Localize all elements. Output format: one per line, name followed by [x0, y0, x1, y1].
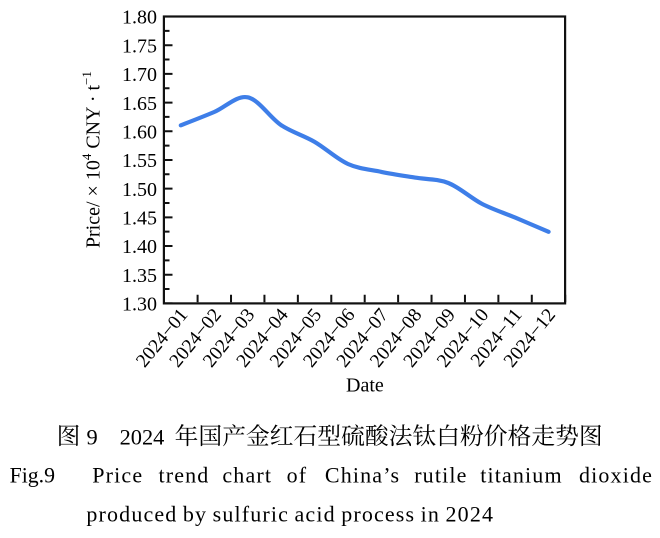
svg-text:1.70: 1.70 — [122, 64, 157, 86]
svg-text:9: 9 — [87, 424, 98, 449]
svg-text:China’s: China’s — [325, 463, 400, 488]
svg-text:1.35: 1.35 — [122, 265, 157, 287]
svg-text:2024: 2024 — [120, 424, 165, 449]
svg-text:1.45: 1.45 — [122, 208, 157, 230]
svg-text:1.50: 1.50 — [122, 179, 157, 201]
svg-text:titanium: titanium — [480, 463, 563, 488]
svg-text:dioxide: dioxide — [579, 463, 653, 488]
svg-text:1.30: 1.30 — [122, 294, 157, 316]
svg-text:1.60: 1.60 — [122, 122, 157, 144]
svg-text:trend: trend — [159, 463, 210, 488]
svg-text:chart: chart — [222, 463, 272, 488]
svg-text:Price: Price — [92, 463, 143, 488]
svg-text:Price/ × 104 CNY · t−1: Price/ × 104 CNY · t−1 — [79, 71, 105, 248]
svg-text:of: of — [287, 463, 308, 488]
svg-text:Date: Date — [346, 374, 384, 396]
svg-text:1.55: 1.55 — [122, 150, 157, 172]
svg-text:produced by sulfuric acid proc: produced by sulfuric acid process in 202… — [86, 502, 494, 527]
svg-text:1.65: 1.65 — [122, 93, 157, 115]
svg-text:1.80: 1.80 — [122, 7, 157, 29]
svg-text:Fig.9: Fig.9 — [10, 464, 55, 488]
svg-text:1.75: 1.75 — [122, 35, 157, 57]
svg-text:rutile: rutile — [414, 463, 467, 488]
svg-text:1.40: 1.40 — [122, 236, 157, 258]
